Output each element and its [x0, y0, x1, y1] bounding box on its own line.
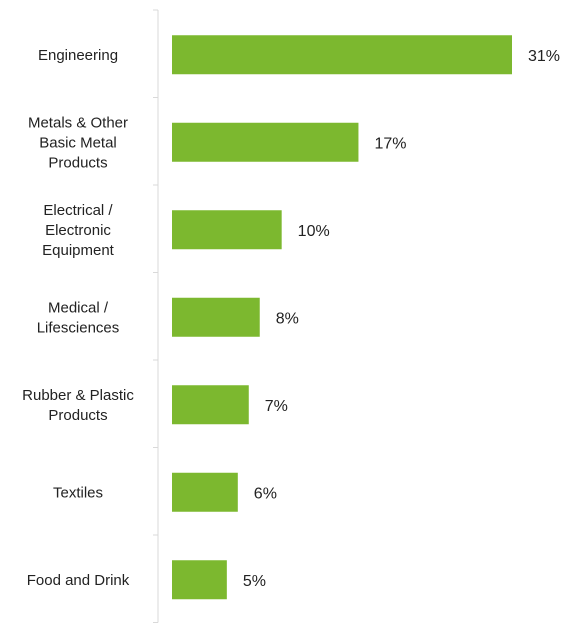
- bar: [172, 210, 282, 250]
- axis-layer: [153, 9, 159, 623]
- category-label-line: Textiles: [53, 484, 103, 501]
- value-label: 10%: [298, 223, 330, 240]
- value-label: 8%: [276, 310, 299, 327]
- category-label-line: Products: [48, 154, 107, 171]
- category-label: Textiles: [53, 484, 103, 501]
- category-label: Rubber & Plastic Products: [22, 387, 134, 424]
- category-label-line: Basic Metal: [39, 134, 117, 151]
- category-labels: Engineering Metals & Other Basic Metal Prod…: [22, 47, 134, 589]
- bar: [172, 35, 512, 75]
- bar: [172, 472, 238, 512]
- value-label: 31%: [528, 48, 560, 65]
- category-label: Engineering: [38, 47, 118, 64]
- category-label-line: Lifesciences: [37, 319, 120, 336]
- category-label-line: Food and Drink: [27, 572, 130, 589]
- category-label: Food and Drink: [27, 572, 130, 589]
- category-label-line: Equipment: [42, 242, 115, 259]
- bar: [172, 385, 249, 425]
- category-label-line: Metals & Other: [28, 114, 128, 131]
- category-label: Metals & Other Basic Metal Products: [28, 114, 128, 171]
- category-label-line: Electronic: [45, 222, 111, 239]
- value-label: 5%: [243, 573, 266, 590]
- value-label: 6%: [254, 485, 277, 502]
- value-labels: 31% 17% 10% 8% 7% 6% 5%: [243, 48, 560, 590]
- bar: [172, 297, 260, 337]
- category-label: Medical / Lifesciences: [37, 299, 120, 336]
- value-label: 7%: [265, 398, 288, 415]
- category-label-line: Medical /: [48, 299, 109, 316]
- bars: [172, 35, 512, 600]
- value-label: 17%: [374, 135, 406, 152]
- category-label: Electrical / Electronic Equipment: [42, 202, 115, 259]
- bar: [172, 122, 359, 162]
- bar: [172, 560, 227, 600]
- category-label-line: Engineering: [38, 47, 118, 64]
- category-label-line: Electrical /: [43, 202, 113, 219]
- category-label-line: Products: [48, 407, 107, 424]
- category-label-line: Rubber & Plastic: [22, 387, 134, 404]
